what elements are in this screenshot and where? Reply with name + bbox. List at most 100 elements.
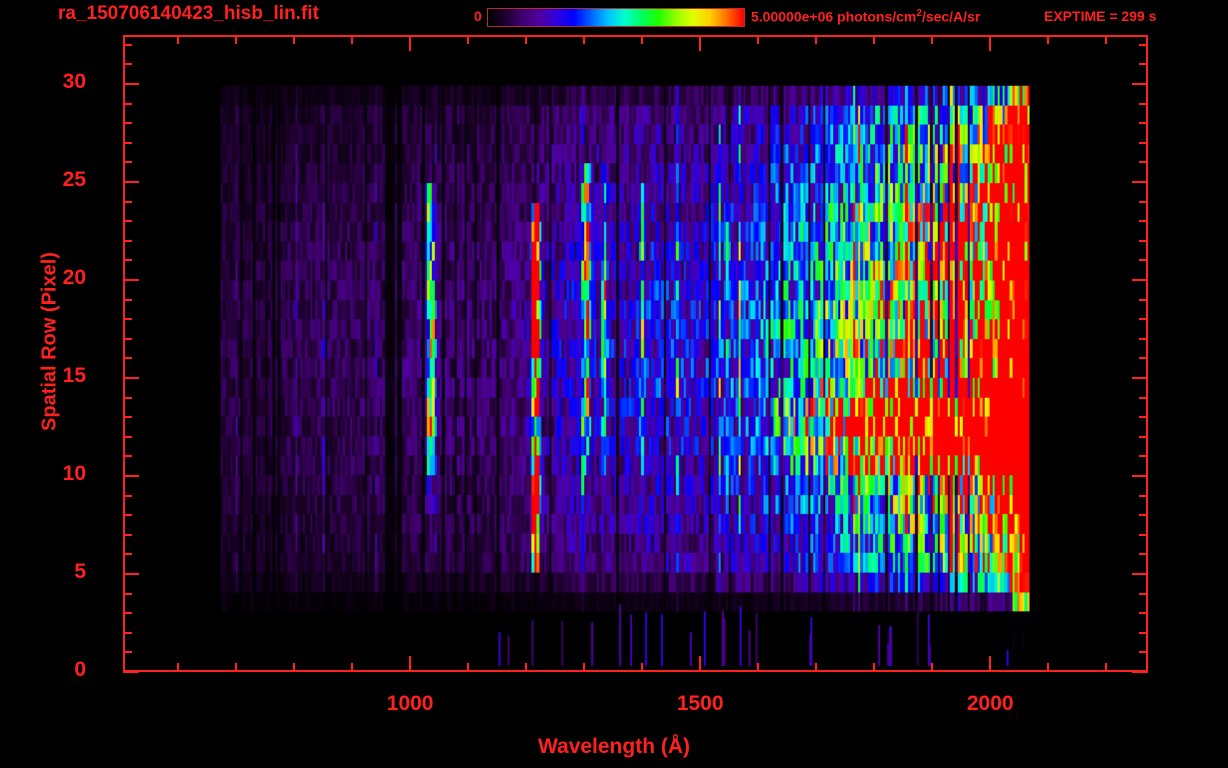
y-axis-title: Spatial Row (Pixel) xyxy=(38,252,61,431)
y-axis-minor-tick xyxy=(123,592,132,595)
y-axis-minor-tick xyxy=(123,357,132,360)
x-axis-minor-tick-top xyxy=(467,35,470,44)
x-axis-minor-tick xyxy=(467,663,470,672)
y-axis-tick-label: 25 xyxy=(62,168,86,191)
y-axis-tick-label: 10 xyxy=(62,462,86,485)
y-axis-minor-tick-right xyxy=(1139,298,1148,301)
y-axis-minor-tick xyxy=(123,631,132,634)
colorbar xyxy=(487,8,745,27)
y-axis-minor-tick-right xyxy=(1139,631,1148,634)
x-axis-minor-tick-top xyxy=(293,35,296,44)
y-axis-minor-tick-right xyxy=(1139,396,1148,399)
y-axis-major-tick-right xyxy=(1132,377,1148,379)
x-axis-minor-tick xyxy=(1105,663,1108,672)
y-axis-minor-tick xyxy=(123,43,132,46)
figure-title: ra_150706140423_hisb_lin.fit xyxy=(58,3,319,24)
y-axis-tick-label: 0 xyxy=(74,658,86,681)
x-axis-tick-label: 2000 xyxy=(966,692,1014,715)
y-axis-minor-tick-right xyxy=(1139,63,1148,66)
y-axis-minor-tick xyxy=(123,514,132,517)
y-axis-major-tick-right xyxy=(1132,475,1148,477)
y-axis-minor-tick xyxy=(123,102,132,105)
y-axis-minor-tick-right xyxy=(1139,357,1148,360)
y-axis-tick-label: 5 xyxy=(74,560,86,583)
x-axis-minor-tick-top xyxy=(583,35,586,44)
x-axis-minor-tick-top xyxy=(641,35,644,44)
y-axis-minor-tick-right xyxy=(1139,259,1148,262)
x-axis-minor-tick xyxy=(583,663,586,672)
x-axis-minor-tick-top xyxy=(1105,35,1108,44)
y-axis-minor-tick-right xyxy=(1139,455,1148,458)
x-axis-minor-tick xyxy=(1047,663,1050,672)
y-axis-major-tick xyxy=(123,475,139,477)
x-axis-minor-tick-top xyxy=(815,35,818,44)
y-axis-minor-tick-right xyxy=(1139,239,1148,242)
y-axis-minor-tick xyxy=(123,141,132,144)
x-axis-minor-tick-top xyxy=(1047,35,1050,44)
x-axis-minor-tick xyxy=(873,663,876,672)
x-axis-major-tick xyxy=(409,656,412,672)
y-axis-tick-label: 20 xyxy=(62,266,86,289)
y-axis-minor-tick-right xyxy=(1139,435,1148,438)
x-axis-major-tick-top xyxy=(409,35,412,51)
colorbar-max-label: 5.00000e+06 photons/cm2/sec/A/sr xyxy=(751,8,980,25)
y-axis-minor-tick-right xyxy=(1139,161,1148,164)
y-axis-minor-tick xyxy=(123,651,132,654)
y-axis-minor-tick xyxy=(123,553,132,556)
y-axis-minor-tick-right xyxy=(1139,122,1148,125)
y-axis-minor-tick xyxy=(123,259,132,262)
y-axis-minor-tick-right xyxy=(1139,102,1148,105)
y-axis-minor-tick xyxy=(123,318,132,321)
y-axis-minor-tick xyxy=(123,455,132,458)
y-axis-minor-tick-right xyxy=(1139,337,1148,340)
x-axis-minor-tick xyxy=(815,663,818,672)
y-axis-minor-tick xyxy=(123,435,132,438)
y-axis-major-tick xyxy=(123,181,139,183)
x-axis-major-tick xyxy=(989,656,992,672)
y-axis-major-tick-right xyxy=(1132,573,1148,575)
y-axis-minor-tick-right xyxy=(1139,220,1148,223)
x-axis-minor-tick xyxy=(351,663,354,672)
y-axis-major-tick xyxy=(123,83,139,85)
y-axis-minor-tick xyxy=(123,63,132,66)
y-axis-minor-tick xyxy=(123,396,132,399)
y-axis-minor-tick xyxy=(123,494,132,497)
x-axis-minor-tick-top xyxy=(525,35,528,44)
x-axis-title: Wavelength (Å) xyxy=(537,735,691,758)
plot-frame xyxy=(123,35,1148,672)
y-axis-minor-tick-right xyxy=(1139,592,1148,595)
x-axis-minor-tick xyxy=(177,663,180,672)
x-axis-major-tick-top xyxy=(699,35,702,51)
y-axis-minor-tick-right xyxy=(1139,200,1148,203)
y-axis-major-tick-right xyxy=(1132,83,1148,85)
colorbar-max-mantissa: 5.00000e+06 photons/cm xyxy=(751,8,917,25)
x-axis-minor-tick xyxy=(641,663,644,672)
y-axis-major-tick-right xyxy=(1132,279,1148,281)
x-axis-major-tick xyxy=(699,656,702,672)
x-axis-minor-tick xyxy=(293,663,296,672)
y-axis-minor-tick xyxy=(123,200,132,203)
x-axis-minor-tick xyxy=(931,663,934,672)
x-axis-minor-tick-top xyxy=(235,35,238,44)
y-axis-minor-tick xyxy=(123,220,132,223)
x-axis-minor-tick-top xyxy=(757,35,760,44)
y-axis-tick-label: 15 xyxy=(62,364,86,387)
y-axis-minor-tick-right xyxy=(1139,318,1148,321)
y-axis-minor-tick xyxy=(123,533,132,536)
x-axis-tick-label: 1000 xyxy=(386,692,434,715)
y-axis-major-tick xyxy=(123,377,139,379)
x-axis-minor-tick-top xyxy=(351,35,354,44)
y-axis-minor-tick-right xyxy=(1139,494,1148,497)
colorbar-gradient xyxy=(488,9,744,26)
y-axis-minor-tick xyxy=(123,122,132,125)
y-axis-tick-label: 30 xyxy=(62,70,86,93)
y-axis-major-tick xyxy=(123,573,139,575)
x-axis-minor-tick-top xyxy=(177,35,180,44)
colorbar-max-exponent: 2 xyxy=(916,8,922,19)
y-axis-major-tick-right xyxy=(1132,671,1148,673)
x-axis-minor-tick-top xyxy=(931,35,934,44)
x-axis-major-tick-top xyxy=(989,35,992,51)
y-axis-minor-tick-right xyxy=(1139,612,1148,615)
y-axis-minor-tick-right xyxy=(1139,43,1148,46)
